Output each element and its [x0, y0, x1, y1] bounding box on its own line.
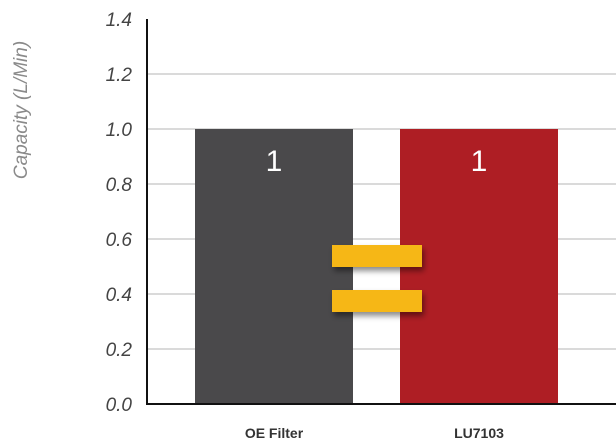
y-tick-label: 0.2: [106, 340, 133, 361]
equals-sign-annotation: [332, 245, 422, 312]
equals-bar-bottom: [332, 290, 422, 312]
y-tick-label: 1.4: [106, 10, 132, 31]
x-tick-label: OE Filter: [245, 425, 304, 441]
bars: [195, 129, 558, 404]
y-tick-label: 1.0: [106, 120, 133, 141]
y-tick-label: 0.0: [106, 395, 133, 416]
y-axis-label: Capacity (L/Min): [11, 41, 32, 179]
y-tick-label: 0.6: [106, 230, 133, 251]
bar: [195, 129, 353, 404]
bar-data-label: 1: [266, 145, 283, 178]
bar-data-label: 1: [471, 145, 488, 178]
y-tick-label: 0.4: [106, 285, 132, 306]
x-tick-label: LU7103: [454, 425, 504, 441]
bar: [400, 129, 558, 404]
equals-bar-top: [332, 245, 422, 267]
axes: [146, 19, 616, 405]
x-tick-labels: OE Filter LU7103: [245, 425, 504, 441]
y-tick-label: 1.2: [106, 65, 133, 86]
y-tick-labels: 0.0 0.2 0.4 0.6 0.8 1.0 1.2 1.4: [106, 10, 133, 416]
y-tick-label: 0.8: [106, 175, 133, 196]
